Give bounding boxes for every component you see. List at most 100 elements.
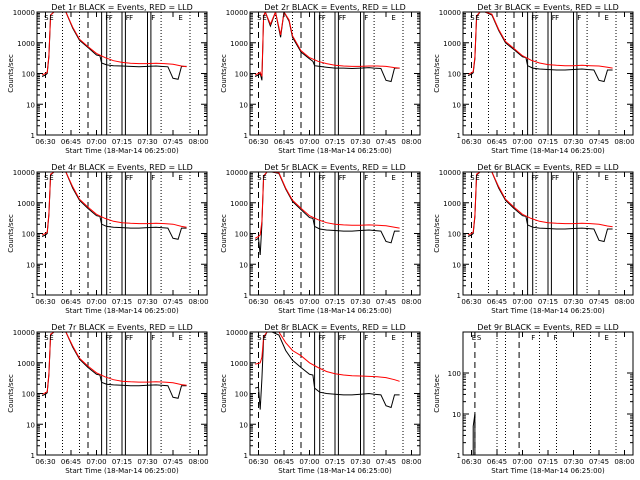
event-marker-letter: F — [126, 174, 130, 182]
x-tick-label: 07:00 — [86, 138, 106, 146]
x-tick-label: 07:30 — [350, 298, 370, 306]
y-tick-label: 10000 — [13, 329, 35, 337]
y-tick-label: 1000 — [17, 40, 35, 48]
panel-title: Det 2r BLACK = Events, RED = LLD — [264, 3, 406, 12]
x-tick-label: 06:45 — [487, 138, 507, 146]
y-tick-label: 1000 — [443, 200, 461, 208]
y-tick-label: 10000 — [13, 9, 35, 17]
event-marker-letter: F — [322, 14, 326, 22]
y-tick-label: 10 — [239, 421, 248, 429]
event-marker-letter: F — [322, 334, 326, 342]
plot-frame — [462, 331, 634, 456]
x-tick-label: 08:00 — [188, 298, 208, 306]
x-tick-label: 07:15 — [538, 138, 558, 146]
event-marker-letter: F — [342, 174, 346, 182]
y-tick-label: 100 — [448, 231, 461, 239]
lld-series-line — [41, 172, 187, 236]
x-axis-label: Start Time (18-Mar-14 06:25:00) — [65, 147, 179, 155]
panel-det-7: 1 10 100 1000 10000 06:30 06:45 07:00 07:15 07:30… — [7, 323, 209, 475]
x-tick-label: 07:00 — [299, 138, 319, 146]
panel-title: Det 6r BLACK = Events, RED = LLD — [477, 163, 619, 172]
event-marker-letter: E — [178, 14, 182, 22]
x-tick-label: 07:45 — [589, 138, 609, 146]
x-axis-label: Start Time (18-Mar-14 06:25:00) — [278, 467, 392, 475]
x-axis-label: Start Time (18-Mar-14 06:25:00) — [491, 467, 605, 475]
y-tick-label: 10000 — [226, 329, 248, 337]
x-tick-label: 07:15 — [325, 298, 345, 306]
event-marker-letter: E — [391, 334, 395, 342]
y-tick-label: 10 — [239, 101, 248, 109]
lld-series-line — [41, 12, 187, 76]
event-marker-letter: F — [129, 14, 133, 22]
y-tick-label: 100 — [448, 370, 461, 378]
x-tick-label: 07:15 — [112, 138, 132, 146]
y-axis-label: Counts/sec — [220, 214, 228, 253]
x-tick-label: 06:30 — [461, 458, 481, 466]
y-tick-label: 1 — [31, 132, 35, 140]
lld-series-line — [41, 332, 187, 395]
event-marker-letter: F — [577, 14, 581, 22]
x-tick-label: 07:45 — [163, 458, 183, 466]
lld-series-line — [467, 172, 613, 236]
event-marker-letter: F — [129, 334, 133, 342]
y-tick-label: 100 — [22, 71, 35, 79]
x-tick-label: 07:15 — [538, 458, 558, 466]
y-tick-label: 10 — [452, 411, 461, 419]
y-tick-label: 10 — [452, 261, 461, 269]
y-tick-label: 10000 — [226, 169, 248, 177]
y-axis-label: Counts/sec — [7, 374, 15, 413]
x-tick-label: 07:00 — [299, 458, 319, 466]
events-series-line — [41, 12, 187, 80]
x-tick-label: 07:30 — [137, 458, 157, 466]
event-marker-letter: S — [257, 14, 262, 22]
event-marker-letter: F — [318, 14, 322, 22]
y-tick-label: 100 — [235, 231, 248, 239]
x-tick-label: 08:00 — [401, 458, 421, 466]
event-marker-letter: F — [342, 14, 346, 22]
y-tick-label: 100 — [22, 231, 35, 239]
panel-det-3: 1 10 100 1000 10000 06:30 06:45 07:00 07:15 07:30… — [433, 3, 635, 155]
event-marker-letter: E — [604, 334, 608, 342]
x-axis-label: Start Time (18-Mar-14 06:25:00) — [65, 467, 179, 475]
panel-title: Det 7r BLACK = Events, RED = LLD — [51, 323, 193, 332]
y-tick-label: 1 — [457, 132, 461, 140]
x-tick-label: 06:30 — [248, 138, 268, 146]
x-tick-label: 07:30 — [563, 458, 583, 466]
x-tick-label: 07:30 — [350, 138, 370, 146]
y-tick-label: 1 — [244, 452, 248, 460]
x-axis-label: Start Time (18-Mar-14 06:25:00) — [491, 147, 605, 155]
y-tick-label: 100 — [235, 391, 248, 399]
x-tick-label: 08:00 — [401, 138, 421, 146]
y-tick-label: 1 — [244, 132, 248, 140]
event-marker-letter: F — [531, 174, 535, 182]
lld-series-line — [254, 172, 400, 239]
event-marker-letter: F — [531, 14, 535, 22]
x-tick-label: 08:00 — [188, 458, 208, 466]
x-tick-label: 06:45 — [274, 298, 294, 306]
events-series-line — [254, 12, 400, 83]
panel-title: Det 4r BLACK = Events, RED = LLD — [51, 163, 193, 172]
event-marker-letter: F — [322, 174, 326, 182]
x-tick-label: 07:30 — [137, 138, 157, 146]
x-tick-label: 06:45 — [274, 458, 294, 466]
x-tick-label: 06:30 — [35, 298, 55, 306]
x-tick-label: 06:45 — [487, 298, 507, 306]
lld-series-line — [254, 332, 400, 382]
y-tick-label: 1 — [457, 292, 461, 300]
events-series-line — [472, 413, 476, 455]
y-tick-label: 1 — [244, 292, 248, 300]
x-tick-label: 06:45 — [61, 458, 81, 466]
event-marker-letter: F — [342, 334, 346, 342]
panel-det-6: 1 10 100 1000 10000 06:30 06:45 07:00 07:15 07:30… — [433, 163, 635, 315]
x-tick-label: 07:00 — [299, 298, 319, 306]
event-marker-letter: F — [531, 334, 535, 342]
x-tick-label: 06:30 — [35, 458, 55, 466]
events-series-line — [467, 12, 613, 83]
x-tick-label: 06:45 — [61, 298, 81, 306]
event-marker-letter: E — [604, 174, 608, 182]
event-marker-letter: F — [151, 174, 155, 182]
event-marker-letter: E — [178, 174, 182, 182]
x-tick-label: 07:15 — [538, 298, 558, 306]
x-tick-label: 07:45 — [376, 138, 396, 146]
event-marker-letter: S — [44, 334, 49, 342]
